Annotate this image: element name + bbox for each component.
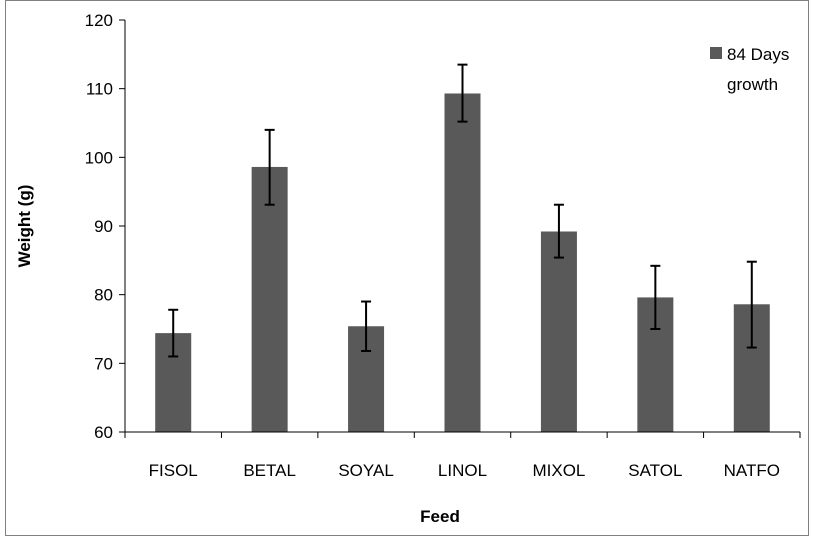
legend-label-line-2: growth [727,75,778,94]
x-tick-label-soyal: SOYAL [338,461,393,480]
legend-swatch [710,47,722,59]
y-tick-label: 100 [85,148,113,167]
y-tick-label: 60 [94,423,113,442]
y-axis-title: Weight (g) [15,185,34,268]
y-axis-ticks: 60 70 80 90 100 110 120 [85,11,801,442]
x-axis-labels: FISOL BETAL SOYAL LINOL MIXOL SATOL NATFO [149,461,780,480]
x-tick-label-mixol: MIXOL [532,461,585,480]
chart-frame [5,0,809,536]
legend: 84 Days growth [710,45,789,94]
x-tick-label-satol: SATOL [628,461,682,480]
bars [155,93,770,433]
x-tick-label-linol: LINOL [438,461,487,480]
y-tick-label: 70 [94,354,113,373]
x-tick-label-betal: BETAL [243,461,296,480]
y-tick-label: 80 [94,286,113,305]
bar-betal [251,166,288,433]
x-tick-label-fisol: FISOL [149,461,198,480]
y-tick-label: 110 [86,80,113,99]
y-tick-label: 120 [85,11,113,30]
bar-linol [444,93,481,433]
error-bars [168,63,757,358]
x-axis-title: Feed [420,507,460,526]
legend-label-line-1: 84 Days [727,45,789,64]
y-tick-label: 90 [94,217,113,236]
bar-mixol [540,231,577,432]
x-tick-label-natfo: NATFO [724,461,780,480]
